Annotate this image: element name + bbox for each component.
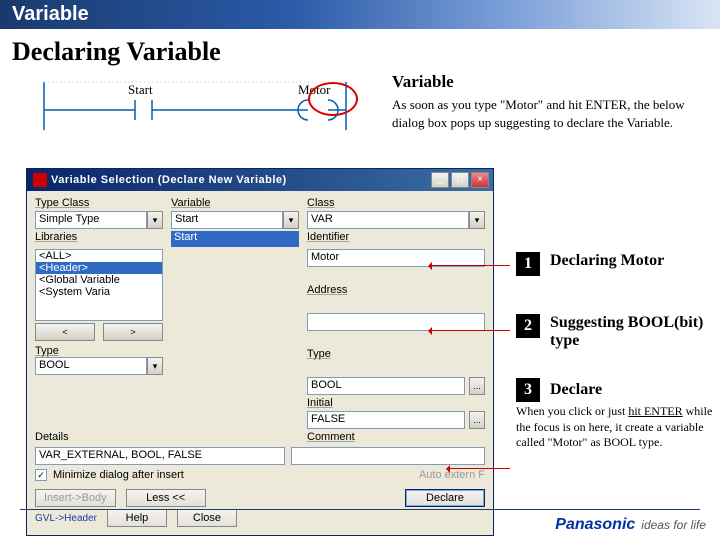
footer-rule	[20, 509, 700, 510]
initial-browse-button[interactable]: ...	[469, 411, 485, 429]
label-initial: Initial	[307, 397, 485, 409]
type-bottom-value: BOOL	[35, 357, 147, 375]
type-bottom-select[interactable]: BOOL▾	[35, 357, 163, 375]
arrow-2	[430, 330, 510, 331]
close-button[interactable]: ×	[471, 172, 489, 188]
help-button[interactable]: Help	[107, 509, 167, 527]
insert-body-button[interactable]: Insert->Body	[35, 489, 116, 507]
variable-select[interactable]: Start▾	[171, 211, 299, 229]
label-type: Type	[307, 348, 485, 375]
arrow-3	[448, 468, 510, 469]
dialog-title: Variable Selection (Declare New Variable…	[51, 174, 287, 186]
dropdown-icon: ▾	[147, 211, 163, 229]
address-field[interactable]	[307, 313, 485, 331]
label-auto-extern: Auto extern F	[419, 469, 485, 481]
initial-field[interactable]: FALSE	[307, 411, 465, 429]
page-subtitle: Declaring Variable	[0, 29, 720, 75]
ladder-start-label: Start	[128, 82, 153, 97]
libraries-listbox[interactable]: <ALL> <Header> <Global Variable <System …	[35, 249, 163, 321]
callout-number: 1	[516, 252, 540, 276]
callout-3: 3 Declare When you click or just hit ENT…	[516, 378, 716, 451]
dialog-icon	[33, 173, 47, 187]
dropdown-icon: ▾	[469, 211, 485, 229]
section-heading: Variable	[392, 72, 702, 92]
variable-selection-dialog: Variable Selection (Declare New Variable…	[26, 168, 494, 536]
class-value: VAR	[307, 211, 469, 229]
label-type-class: Type Class	[35, 197, 163, 209]
type-class-select[interactable]: Simple Type▾	[35, 211, 163, 229]
list-item[interactable]: <ALL>	[36, 250, 162, 262]
header-title: Variable	[12, 3, 89, 25]
label-class: Class	[307, 197, 485, 209]
label-address: Address	[307, 284, 485, 311]
arrow-1	[430, 265, 510, 266]
class-select[interactable]: VAR▾	[307, 211, 485, 229]
callout-text: Declaring Motor	[550, 252, 664, 270]
dialog-titlebar[interactable]: Variable Selection (Declare New Variable…	[27, 169, 493, 191]
dropdown-icon: ▾	[283, 211, 299, 229]
lib-selection-echo: Start	[171, 231, 299, 247]
ladder-diagram: Start Motor	[40, 76, 350, 132]
list-item[interactable]: <Global Variable	[36, 274, 162, 286]
callout-number: 2	[516, 314, 540, 338]
nav-forward-button[interactable]: >	[103, 323, 163, 341]
callout-text: Suggesting BOOL(bit) type	[550, 314, 710, 350]
label-comment: Comment	[307, 431, 485, 443]
brand-tagline: ideas for life	[641, 518, 706, 532]
label-variable: Variable	[171, 197, 299, 209]
brand-logo: Panasonic ideas for life	[555, 516, 706, 534]
type-browse-button[interactable]: ...	[469, 377, 485, 395]
callout-1: 1 Declaring Motor	[516, 252, 664, 276]
header-bar: Variable	[0, 0, 720, 29]
maximize-button[interactable]: □	[451, 172, 469, 188]
label-details: Details	[35, 431, 163, 443]
callout-2: 2 Suggesting BOOL(bit) type	[516, 314, 710, 350]
callout-text: Declare	[550, 381, 602, 399]
brand-name: Panasonic	[555, 516, 635, 534]
nav-back-button[interactable]: <	[35, 323, 95, 341]
type-field[interactable]: BOOL	[307, 377, 465, 395]
dropdown-icon: ▾	[147, 357, 163, 375]
intro-text: As soon as you type "Motor" and hit ENTE…	[392, 92, 702, 131]
label-type-bottom: Type	[35, 345, 163, 357]
gvl-header-link[interactable]: GVL->Header	[35, 513, 97, 524]
motor-highlight-circle	[308, 82, 358, 116]
right-column: Variable As soon as you type "Motor" and…	[392, 72, 702, 131]
comment-field[interactable]	[291, 447, 485, 465]
minimize-button[interactable]: _	[431, 172, 449, 188]
less-button[interactable]: Less <<	[126, 489, 206, 507]
list-item[interactable]: <System Varia	[36, 286, 162, 298]
declare-button[interactable]: Declare	[405, 489, 485, 507]
type-class-value: Simple Type	[35, 211, 147, 229]
variable-value: Start	[171, 211, 283, 229]
list-item[interactable]: <Header>	[36, 262, 162, 274]
label-minimize: Minimize dialog after insert	[53, 469, 184, 481]
callout-number: 3	[516, 378, 540, 402]
close-dialog-button[interactable]: Close	[177, 509, 237, 527]
callout-note: When you click or just hit ENTER while t…	[516, 404, 716, 451]
label-identifier: Identifier	[307, 231, 485, 247]
minimize-checkbox[interactable]: ✓	[35, 469, 47, 481]
label-libraries: Libraries	[35, 231, 163, 247]
details-field: VAR_EXTERNAL, BOOL, FALSE	[35, 447, 285, 465]
